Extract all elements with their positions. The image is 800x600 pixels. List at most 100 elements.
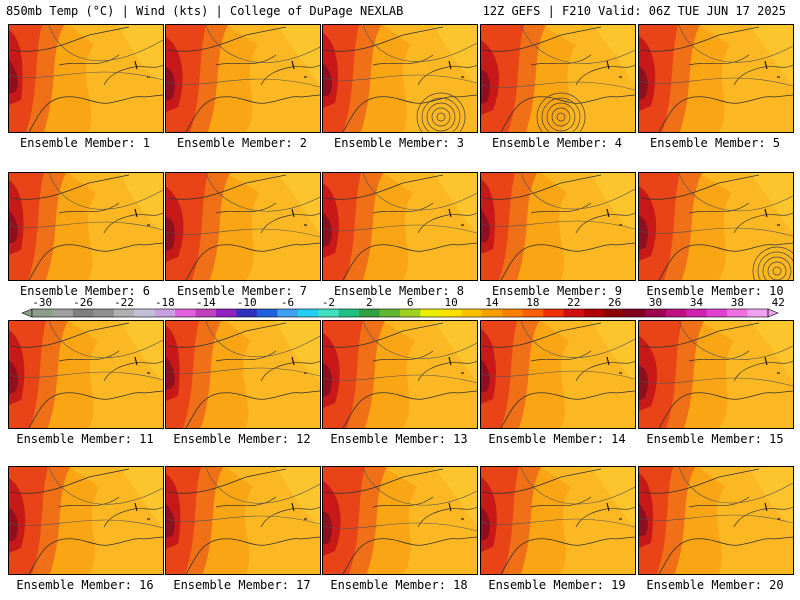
temperature-map [166, 25, 320, 132]
height-contour [362, 467, 477, 506]
height-contour [48, 321, 163, 358]
colorbar-swatch [256, 309, 278, 317]
border-line [167, 322, 287, 348]
ensemble-member-label: Ensemble Member: 18 [330, 578, 468, 592]
state-line [733, 64, 793, 86]
mild-zone-northeast [749, 25, 793, 85]
temperature-map [639, 467, 793, 574]
ensemble-panel [165, 172, 321, 281]
colorbar-tick-label: -30 [32, 296, 52, 309]
border-line [640, 174, 760, 200]
height-contour [678, 173, 793, 212]
ensemble-panel [322, 24, 478, 133]
ensemble-panel [165, 320, 321, 429]
border-line [167, 468, 287, 494]
colorbar-tick-label: 38 [731, 296, 744, 309]
border-line [324, 26, 444, 52]
height-contour [166, 228, 320, 238]
ensemble-panel [480, 24, 636, 133]
extreme-heat-center [323, 63, 332, 97]
colorbar-swatch [93, 309, 115, 317]
extreme-heat-center [639, 503, 648, 537]
lake-marker [764, 502, 768, 512]
border-line [640, 468, 760, 494]
height-contour [48, 467, 163, 505]
state-line [260, 506, 320, 528]
temperature-map [166, 173, 320, 280]
temperature-colorbar: -30 -26 -22 -18 -14 -10 -6 -2 2 6 10 14 18 22 26 30 34 38… [0, 296, 800, 322]
state-line [103, 64, 163, 86]
cyclone-contour [541, 97, 581, 132]
lake-marker [134, 356, 138, 366]
ensemble-panel [165, 24, 321, 133]
temperature-map [481, 321, 635, 428]
cyclone-contour [772, 266, 782, 276]
state-line [372, 202, 434, 214]
temperature-map [481, 173, 635, 280]
colorbar-tick-label: 34 [690, 296, 704, 309]
state-line [733, 506, 793, 528]
height-contour [323, 522, 477, 532]
colorbar-swatch [297, 309, 319, 317]
state-line [103, 506, 163, 528]
extreme-heat-center [323, 213, 332, 247]
coastline [658, 242, 793, 280]
cyclone-contour [757, 251, 793, 280]
extreme-heat-center [639, 66, 648, 100]
height-contour [481, 81, 635, 91]
colorbar-tick-label: 26 [608, 296, 621, 309]
mild-zone-northeast [119, 173, 163, 233]
state-line [372, 496, 434, 508]
border-line [640, 26, 760, 52]
ensemble-member-label: Ensemble Member: 4 [491, 136, 623, 150]
colorbar-tick-label: -10 [237, 296, 257, 309]
map-header: 850mb Temp (°C) | Wind (kts) | College o… [0, 0, 800, 22]
extreme-heat-center [9, 508, 18, 542]
warm-zone-east [383, 467, 477, 574]
border-line [482, 322, 602, 348]
colorbar-swatch [440, 309, 462, 317]
extreme-heat-center [323, 511, 332, 545]
temperature-map [481, 25, 635, 132]
state-line [417, 360, 477, 382]
state-line [417, 64, 477, 86]
colorbar-swatch [584, 309, 605, 317]
colorbar-swatch [338, 309, 360, 317]
lake-marker [764, 356, 768, 366]
mild-zone-northeast [433, 25, 477, 85]
state-line [103, 212, 163, 234]
state-line [688, 54, 750, 66]
state-line [417, 506, 477, 528]
state-line [688, 350, 750, 362]
temperature-map [9, 321, 163, 428]
colorbar-tick-label: 14 [485, 296, 499, 309]
mild-zone-northeast [276, 467, 320, 527]
ensemble-panel [8, 172, 164, 281]
lake-marker [291, 502, 295, 512]
lake-marker [291, 208, 295, 218]
colorbar-swatch [686, 309, 707, 317]
colorbar-swatch [236, 309, 258, 317]
coastline [342, 242, 477, 280]
colorbar-swatch [563, 309, 585, 317]
mild-zone-northeast [276, 173, 320, 233]
height-contour [520, 467, 635, 505]
border-line [324, 468, 444, 494]
colorbar-tick-label: -6 [281, 296, 294, 309]
border-line [10, 174, 130, 200]
header-right-title: 12Z GEFS | F210 Valid: 06Z TUE JUN 17 20… [482, 4, 786, 18]
coastline [500, 242, 635, 280]
cyclone-contour [536, 92, 586, 132]
state-line [575, 506, 635, 528]
colorbar-swatch [318, 309, 339, 317]
colorbar-swatch [522, 309, 544, 317]
ensemble-panel [8, 320, 164, 429]
border-line [482, 468, 602, 494]
coastline [342, 390, 477, 428]
colorbar-swatch [747, 309, 769, 317]
state-line [58, 202, 120, 214]
state-line [215, 350, 277, 362]
coastline [28, 390, 163, 428]
state-line [688, 496, 750, 508]
header-left-title: 850mb Temp (°C) | Wind (kts) | College o… [6, 4, 404, 18]
